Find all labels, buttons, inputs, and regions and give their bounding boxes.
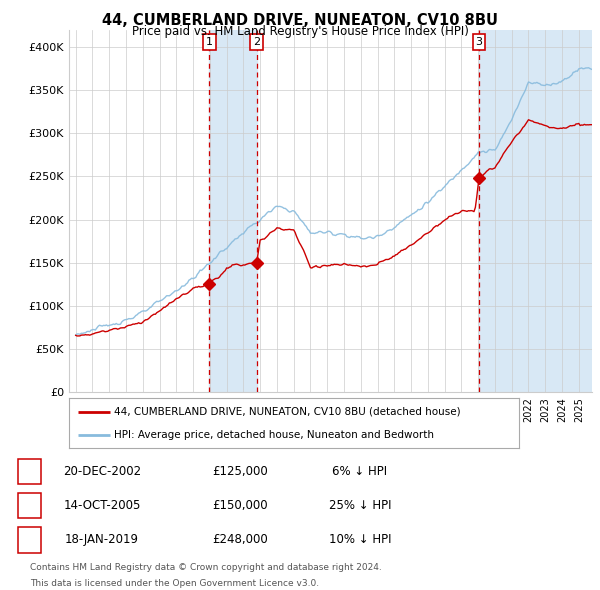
Text: 44, CUMBERLAND DRIVE, NUNEATON, CV10 8BU: 44, CUMBERLAND DRIVE, NUNEATON, CV10 8BU	[102, 13, 498, 28]
Text: 2: 2	[26, 499, 33, 512]
Text: 3: 3	[476, 37, 482, 47]
Text: HPI: Average price, detached house, Nuneaton and Bedworth: HPI: Average price, detached house, Nune…	[114, 430, 434, 440]
Text: 3: 3	[26, 533, 33, 546]
Bar	[479, 30, 592, 392]
Bar	[209, 30, 257, 392]
Text: £125,000: £125,000	[212, 465, 268, 478]
Text: 25% ↓ HPI: 25% ↓ HPI	[329, 499, 391, 512]
Text: 44, CUMBERLAND DRIVE, NUNEATON, CV10 8BU (detached house): 44, CUMBERLAND DRIVE, NUNEATON, CV10 8BU…	[114, 407, 461, 417]
Text: Price paid vs. HM Land Registry's House Price Index (HPI): Price paid vs. HM Land Registry's House …	[131, 25, 469, 38]
Text: 10% ↓ HPI: 10% ↓ HPI	[329, 533, 391, 546]
Text: 20-DEC-2002: 20-DEC-2002	[63, 465, 141, 478]
Text: This data is licensed under the Open Government Licence v3.0.: This data is licensed under the Open Gov…	[30, 579, 319, 588]
Text: £150,000: £150,000	[212, 499, 268, 512]
Text: 6% ↓ HPI: 6% ↓ HPI	[332, 465, 388, 478]
Text: 2: 2	[253, 37, 260, 47]
Text: 1: 1	[206, 37, 213, 47]
Text: Contains HM Land Registry data © Crown copyright and database right 2024.: Contains HM Land Registry data © Crown c…	[30, 563, 382, 572]
Text: 1: 1	[26, 465, 33, 478]
Text: 14-OCT-2005: 14-OCT-2005	[64, 499, 140, 512]
Text: 18-JAN-2019: 18-JAN-2019	[65, 533, 139, 546]
Text: £248,000: £248,000	[212, 533, 268, 546]
